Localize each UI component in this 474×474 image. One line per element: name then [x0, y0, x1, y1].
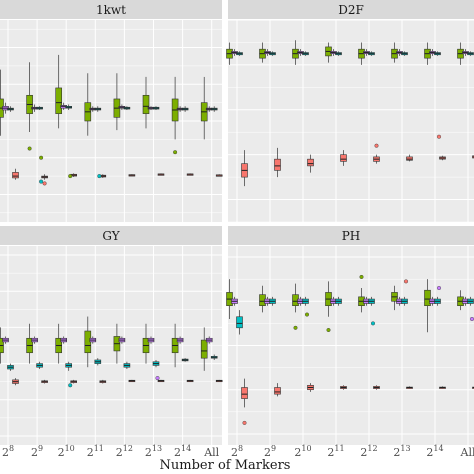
x-tick-label: 212	[116, 444, 133, 459]
box-green	[424, 289, 431, 307]
outlier-point	[305, 312, 310, 317]
box-green	[55, 87, 63, 114]
facet-panel-gy: GY	[0, 226, 247, 445]
outlier-point	[42, 181, 47, 186]
x-tick-label: 212	[360, 444, 377, 459]
outlier-point	[39, 155, 44, 160]
plot-area	[0, 20, 223, 222]
facet-panel-1kwt: 1kwt	[0, 0, 223, 222]
outlier-point	[68, 383, 73, 388]
outlier-point	[404, 279, 409, 284]
x-tick-label: All	[203, 446, 219, 459]
box-green	[142, 94, 150, 114]
x-tick-label: 28	[2, 444, 14, 459]
x-tick-label: 213	[393, 444, 410, 459]
x-tick-label: 214	[174, 444, 191, 459]
facet-strip	[228, 0, 474, 19]
x-tick-label: 211	[327, 444, 344, 459]
plot-area	[226, 246, 474, 445]
box-red	[406, 156, 413, 161]
x-tick-label: 211	[87, 444, 104, 459]
x-tick-label: 213	[145, 444, 162, 459]
box-red	[307, 158, 314, 167]
outlier-point	[371, 321, 376, 326]
outlier-point	[242, 420, 247, 425]
x-tick-label: 210	[58, 444, 75, 459]
x-tick-label: 29	[31, 444, 43, 459]
outlier-point	[155, 376, 160, 381]
facet-strip	[228, 226, 474, 245]
box-green	[200, 339, 208, 359]
facet-strip-label: D2F	[338, 3, 364, 17]
box-red	[241, 387, 248, 399]
outlier-point	[437, 286, 442, 291]
x-tick-label: All	[460, 446, 474, 459]
outlier-point	[326, 328, 331, 333]
outlier-point	[68, 174, 73, 179]
outlier-point	[359, 274, 364, 279]
facet-panel-ph: PH	[226, 226, 474, 445]
box-red	[12, 172, 19, 179]
facet-strip-label: PH	[342, 229, 361, 243]
outlier-point	[374, 143, 379, 148]
x-axis-title: Number of Markers	[160, 458, 291, 473]
facet-strip-label: 1kwt	[96, 3, 126, 17]
outlier-point	[97, 174, 102, 179]
box-red	[340, 154, 347, 162]
x-axis-tick-labels: 28 29 210 211 212 213 214 All 28 29 210 211 212 213 21…	[2, 444, 474, 459]
outlier-point	[27, 146, 32, 151]
outlier-point	[470, 316, 474, 321]
plot-area	[226, 19, 474, 223]
box-red	[274, 387, 281, 395]
x-tick-label: 29	[264, 444, 276, 459]
box-teal	[236, 316, 243, 329]
outlier-point	[437, 134, 442, 139]
x-tick-label: 210	[294, 444, 311, 459]
plot-area	[0, 246, 247, 445]
x-tick-label: 28	[231, 444, 243, 459]
x-tick-label: 214	[426, 444, 443, 459]
box-red	[274, 158, 281, 171]
facet-panel-d2f: D2F	[226, 0, 474, 223]
facet-strip-label: GY	[102, 229, 120, 243]
outlier-point	[173, 150, 178, 155]
outlier-point	[293, 325, 298, 330]
outlier-point	[39, 179, 44, 184]
facet-strip	[0, 226, 222, 245]
facet-strip	[0, 0, 222, 19]
